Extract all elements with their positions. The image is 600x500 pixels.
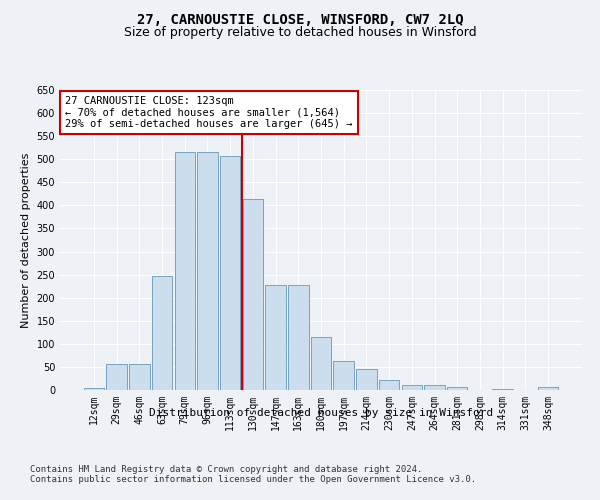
Bar xyxy=(220,156,241,390)
Bar xyxy=(265,285,286,390)
Bar xyxy=(424,386,445,390)
Bar xyxy=(447,387,467,390)
Text: Distribution of detached houses by size in Winsford: Distribution of detached houses by size … xyxy=(149,408,493,418)
Bar xyxy=(334,362,354,390)
Bar xyxy=(152,276,172,390)
Bar xyxy=(401,385,422,390)
Bar xyxy=(379,380,400,390)
Text: 27 CARNOUSTIE CLOSE: 123sqm
← 70% of detached houses are smaller (1,564)
29% of : 27 CARNOUSTIE CLOSE: 123sqm ← 70% of det… xyxy=(65,96,353,129)
Bar xyxy=(84,388,104,390)
Bar xyxy=(197,152,218,390)
Bar xyxy=(288,285,308,390)
Bar xyxy=(356,369,377,390)
Text: Contains HM Land Registry data © Crown copyright and database right 2024.: Contains HM Land Registry data © Crown c… xyxy=(30,465,422,474)
Bar xyxy=(129,364,149,390)
Bar xyxy=(538,387,558,390)
Bar xyxy=(493,389,513,390)
Text: Size of property relative to detached houses in Winsford: Size of property relative to detached ho… xyxy=(124,26,476,39)
Bar xyxy=(175,152,195,390)
Y-axis label: Number of detached properties: Number of detached properties xyxy=(21,152,31,328)
Bar xyxy=(242,200,263,390)
Text: Contains public sector information licensed under the Open Government Licence v3: Contains public sector information licen… xyxy=(30,475,476,484)
Bar xyxy=(106,364,127,390)
Bar xyxy=(311,337,331,390)
Text: 27, CARNOUSTIE CLOSE, WINSFORD, CW7 2LQ: 27, CARNOUSTIE CLOSE, WINSFORD, CW7 2LQ xyxy=(137,12,463,26)
